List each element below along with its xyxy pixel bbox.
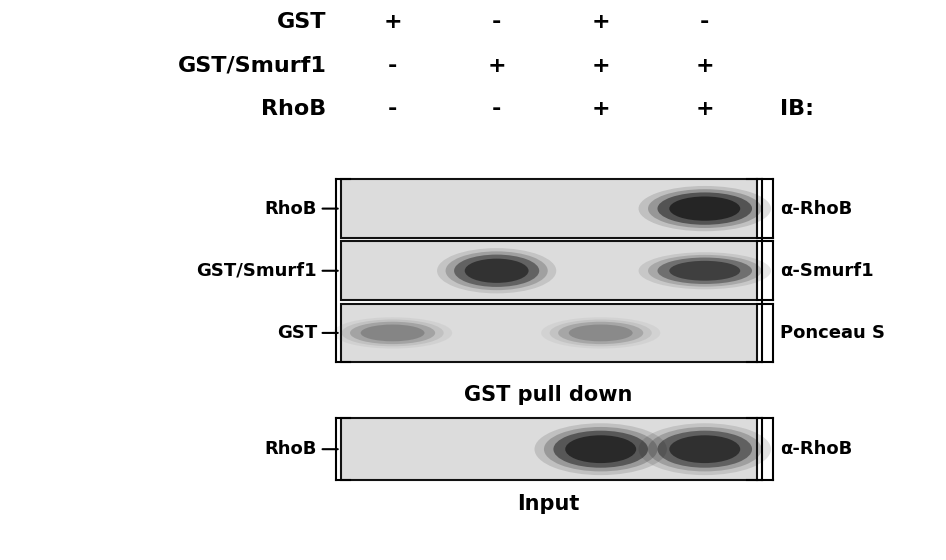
Bar <box>341 418 757 480</box>
Text: -: - <box>492 12 501 32</box>
Text: RhoB: RhoB <box>265 440 317 458</box>
Text: RhoB: RhoB <box>265 199 317 218</box>
Text: IB:: IB: <box>780 99 815 119</box>
Ellipse shape <box>464 259 529 283</box>
Text: +: + <box>383 12 402 32</box>
Text: +: + <box>695 55 714 76</box>
Text: GST/Smurf1: GST/Smurf1 <box>196 262 317 280</box>
Ellipse shape <box>648 255 762 287</box>
Text: -: - <box>700 12 710 32</box>
Bar <box>341 241 757 300</box>
Ellipse shape <box>553 431 648 468</box>
Text: α-Smurf1: α-Smurf1 <box>780 262 874 280</box>
Ellipse shape <box>541 318 660 348</box>
Ellipse shape <box>534 423 667 475</box>
Text: GST: GST <box>276 324 317 342</box>
Text: -: - <box>388 99 397 119</box>
Text: -: - <box>492 99 501 119</box>
Ellipse shape <box>544 427 657 472</box>
Ellipse shape <box>333 318 452 348</box>
Text: +: + <box>695 99 714 119</box>
Text: α-RhoB: α-RhoB <box>780 440 852 458</box>
Ellipse shape <box>657 193 752 225</box>
Text: +: + <box>591 55 610 76</box>
Ellipse shape <box>446 251 548 290</box>
Bar <box>341 304 757 362</box>
Ellipse shape <box>558 322 643 344</box>
Ellipse shape <box>639 423 771 475</box>
Ellipse shape <box>454 255 539 287</box>
Text: Input: Input <box>517 494 580 514</box>
Text: +: + <box>591 12 610 32</box>
Text: GST/Smurf1: GST/Smurf1 <box>178 55 326 76</box>
Text: GST pull down: GST pull down <box>464 385 633 405</box>
Ellipse shape <box>639 252 771 290</box>
Text: α-RhoB: α-RhoB <box>780 199 852 218</box>
Ellipse shape <box>565 435 636 463</box>
Ellipse shape <box>342 320 444 346</box>
Text: RhoB: RhoB <box>261 99 326 119</box>
Ellipse shape <box>437 248 556 293</box>
Ellipse shape <box>639 186 771 231</box>
Ellipse shape <box>670 197 741 221</box>
Ellipse shape <box>550 320 652 346</box>
Ellipse shape <box>648 427 762 472</box>
Ellipse shape <box>670 261 741 281</box>
Ellipse shape <box>657 431 752 468</box>
Ellipse shape <box>648 189 762 228</box>
Text: Ponceau S: Ponceau S <box>780 324 885 342</box>
Ellipse shape <box>670 435 741 463</box>
Ellipse shape <box>569 325 633 341</box>
Text: GST: GST <box>277 12 326 32</box>
Ellipse shape <box>350 322 435 344</box>
Text: -: - <box>388 55 397 76</box>
Ellipse shape <box>360 325 425 341</box>
Text: +: + <box>487 55 506 76</box>
Text: +: + <box>591 99 610 119</box>
Ellipse shape <box>657 258 752 284</box>
Bar <box>341 179 757 238</box>
